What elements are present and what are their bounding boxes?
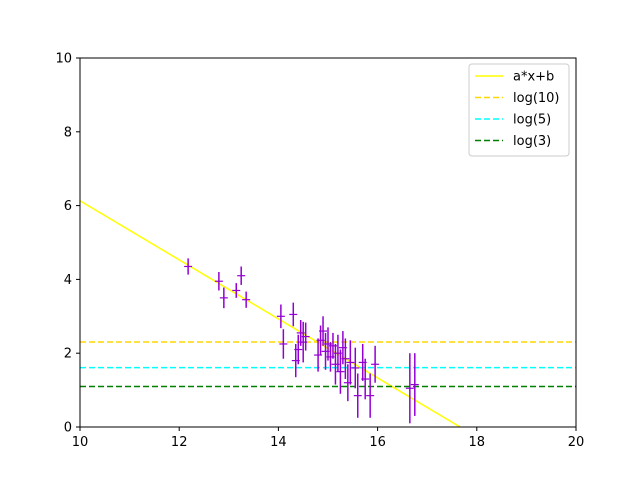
data-points-layer: [184, 258, 419, 424]
data-point-29: [353, 373, 362, 418]
x-tick-label-4: 18: [469, 435, 486, 450]
y-tick-label-5: 10: [55, 52, 72, 67]
data-point-16: [319, 316, 328, 346]
data-point-35: [410, 353, 419, 416]
legend-box: [468, 63, 570, 157]
data-point-27: [346, 340, 355, 385]
y-tick-label-3: 6: [64, 199, 72, 214]
data-point-3: [232, 283, 241, 298]
data-point-8: [289, 302, 298, 327]
data-point-25: [341, 338, 350, 380]
data-point-34: [405, 353, 414, 424]
legend: a*x+b log(10) log(5) log(3): [468, 63, 570, 157]
data-point-13: [301, 322, 310, 351]
data-point-5: [242, 291, 251, 308]
data-point-28: [351, 347, 360, 389]
data-point-31: [361, 358, 370, 400]
legend-label-0: a*x+b: [513, 70, 554, 85]
axes-frame: [79, 57, 577, 428]
data-point-10: [294, 334, 303, 365]
x-tick-label-3: 16: [369, 435, 386, 450]
data-point-32: [366, 373, 375, 418]
y-tick-label-2: 4: [64, 273, 72, 288]
legend-label-3: log(3): [513, 134, 551, 149]
data-point-23: [336, 349, 345, 394]
data-point-6: [276, 304, 285, 329]
data-point-1: [214, 272, 223, 291]
data-point-4: [237, 266, 246, 285]
x-tick-label-1: 12: [171, 435, 188, 450]
x-tick-label-2: 14: [270, 435, 287, 450]
data-point-7: [279, 329, 288, 359]
data-point-2: [219, 287, 228, 309]
y-tick-label-0: 0: [64, 421, 72, 436]
x-tick-label-0: 10: [72, 435, 89, 450]
legend-label-1: log(10): [513, 91, 560, 106]
y-tick-label-4: 8: [64, 125, 72, 140]
x-tick-label-5: 20: [568, 435, 585, 450]
data-point-33: [371, 345, 380, 383]
ticks-layer: 10 12 14 16 18 20 0 2 4 6 8 10: [55, 52, 584, 451]
data-point-0: [184, 258, 193, 275]
legend-label-2: log(5): [513, 113, 551, 128]
y-tick-label-1: 2: [64, 347, 72, 362]
